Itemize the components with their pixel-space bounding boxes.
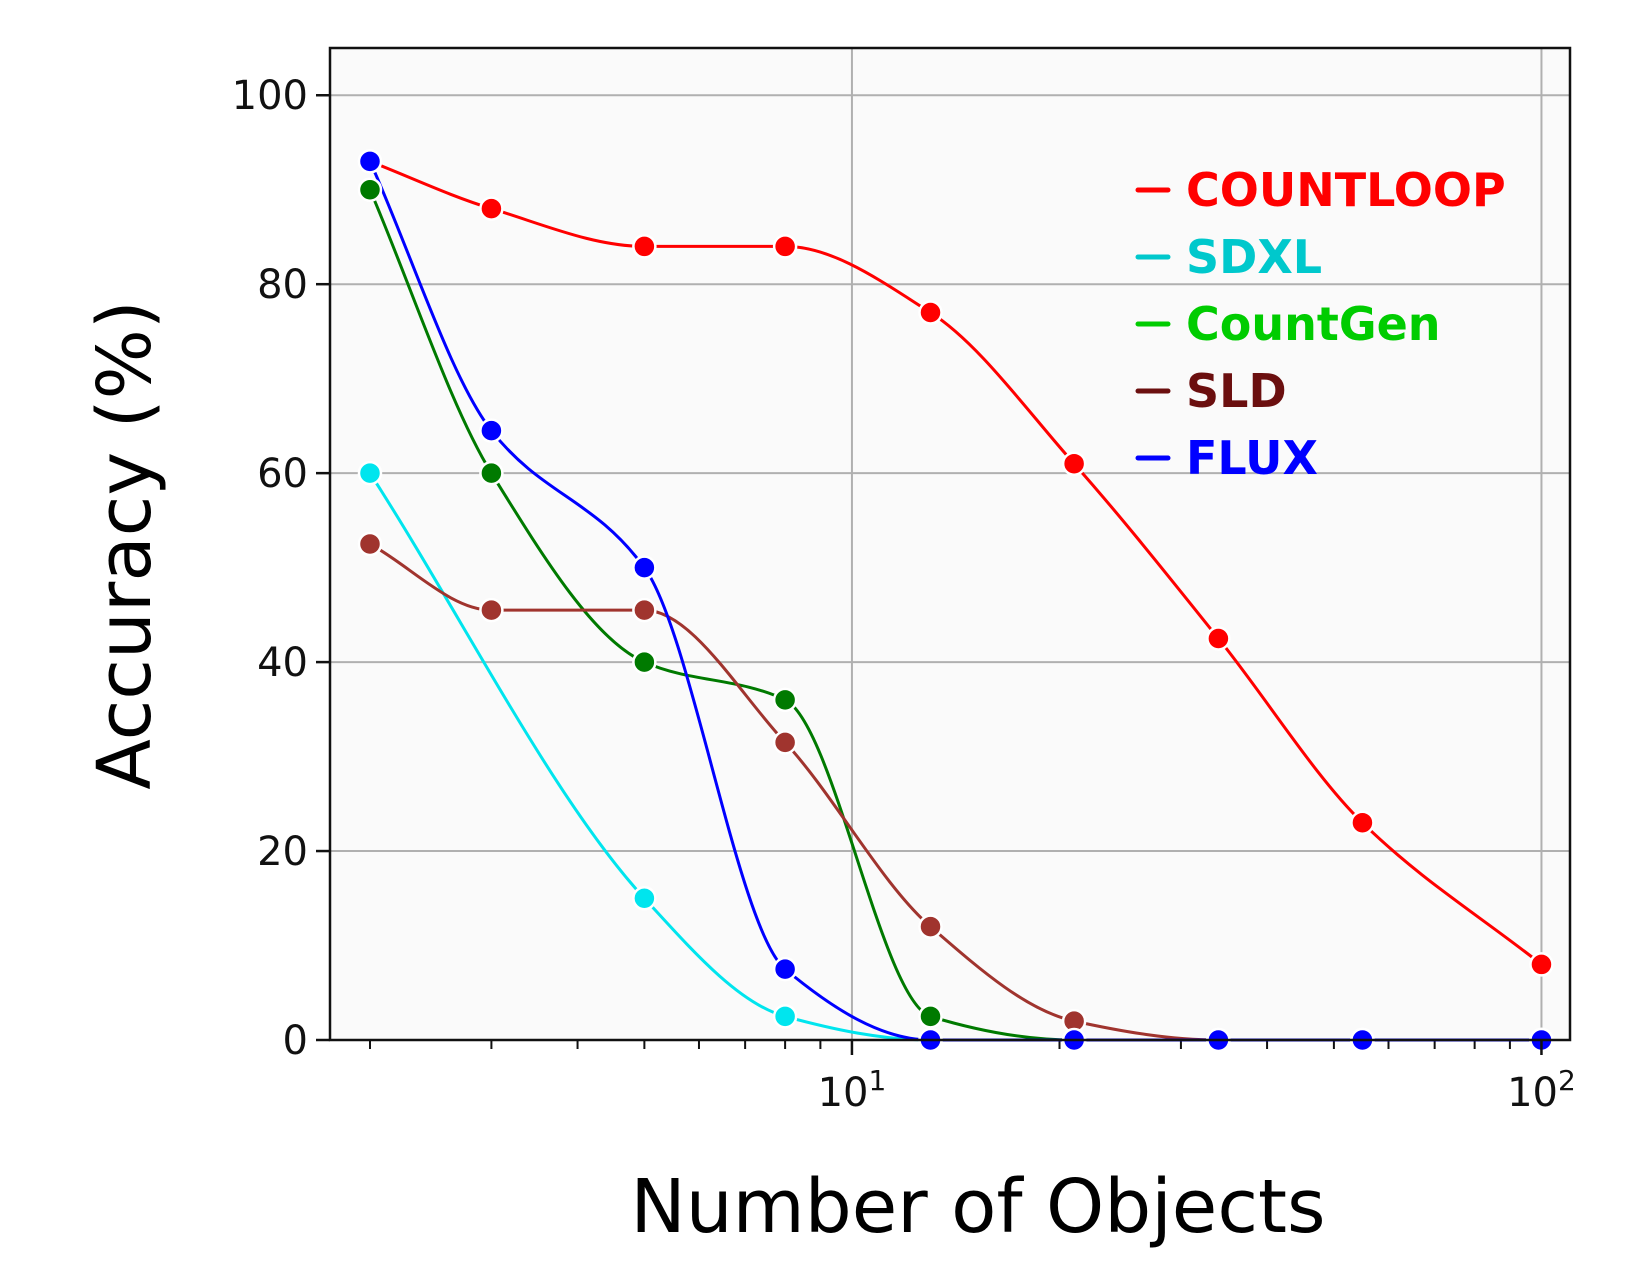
sdxl-point [632, 886, 657, 911]
sld-point [772, 730, 798, 755]
y-tick-label: 20 [257, 829, 308, 875]
x-axis-ticks: 101 102 [818, 1040, 1576, 1116]
countgen-point [772, 687, 798, 713]
y-tick-label: 0 [283, 1018, 308, 1064]
flux-point [632, 555, 657, 580]
x-axis-title: Number of Objects [630, 1164, 1325, 1250]
y-tick-label: 60 [257, 451, 308, 497]
legend-sld-label: SLD [1186, 364, 1287, 418]
series-markers [357, 149, 1554, 1053]
x-tick-label: 102 [1507, 1064, 1576, 1116]
countloop-point [1206, 626, 1231, 651]
sld-point [357, 531, 383, 557]
countloop-point [1529, 952, 1554, 977]
y-tick-label: 80 [257, 262, 308, 308]
countloop-line [369, 159, 1543, 966]
plot-frame [328, 46, 1572, 1042]
countgen-point [632, 649, 657, 675]
y-tick-label: 100 [232, 73, 308, 119]
legend-countgen-label: CountGen [1186, 297, 1441, 351]
flux-point [772, 956, 798, 982]
y-tick-label: 40 [257, 640, 308, 686]
legend-sdxl-label: SDXL [1186, 230, 1322, 284]
countloop-point [1061, 451, 1087, 476]
sld-point [632, 597, 657, 623]
flux-point [479, 418, 504, 443]
sdxl-point [772, 1004, 798, 1029]
y-axis-title: Accuracy (%) [82, 300, 168, 789]
countloop-point [772, 234, 798, 259]
countgen-point [479, 460, 504, 486]
x-tick-label: 101 [818, 1064, 887, 1116]
countgen-point [357, 177, 383, 202]
flux-point [357, 149, 383, 174]
countloop-point [1350, 810, 1375, 835]
sld-point [918, 914, 943, 939]
legend-flux-label: FLUX [1186, 431, 1318, 485]
legend: COUNTLOOP SDXL CountGen SLD FLUX [1135, 163, 1506, 485]
sdxl-point [357, 460, 383, 486]
countgen-point [918, 1004, 943, 1029]
legend-countloop-label: COUNTLOOP [1186, 163, 1506, 217]
countloop-point [632, 234, 657, 259]
countloop-point [479, 196, 504, 221]
sld-point [479, 597, 504, 623]
countloop-point [918, 300, 943, 325]
y-axis-ticks: 0 20 40 60 80 100 [232, 73, 330, 1064]
